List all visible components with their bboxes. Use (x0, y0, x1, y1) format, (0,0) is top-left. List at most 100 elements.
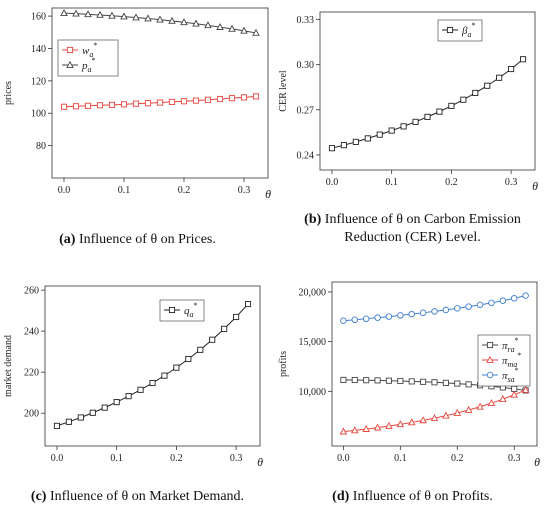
data-point (89, 409, 96, 416)
cer-panel: 0.0 0.1 0.2 0.3 0.24 0.27 0.30 0.33 θ CER level βa… (275, 0, 550, 260)
prices-panel: 0.0 0.1 0.2 0.3 80 100 120 140 160 θ prices wa* pa* … (0, 0, 275, 260)
series-sa (340, 292, 529, 325)
data-point (113, 399, 120, 406)
x-tick-label: 0.0 (58, 185, 71, 196)
legend-label: πra* (502, 336, 519, 354)
y-tick-label: 260 (24, 286, 39, 297)
series-line (343, 389, 526, 433)
data-point (397, 312, 404, 319)
data-point (216, 22, 224, 30)
data-point (197, 346, 204, 353)
legend-box (159, 299, 205, 322)
series-line (56, 303, 249, 427)
data-point (520, 56, 527, 63)
data-point (388, 127, 395, 134)
data-point (108, 101, 116, 108)
plot-frame (319, 11, 536, 171)
y-tick-label: 240 (24, 327, 39, 338)
data-point (340, 142, 347, 149)
data-point (66, 60, 74, 68)
x-axis-label: θ (265, 187, 271, 201)
x-tick-label: 0.1 (110, 453, 123, 464)
data-point (340, 376, 347, 383)
data-point (476, 301, 484, 309)
caption-tag: (c) (30, 489, 47, 504)
data-point (351, 426, 359, 434)
x-tick-label: 0.0 (51, 453, 64, 464)
data-point (144, 100, 152, 107)
data-point (240, 26, 248, 34)
data-point (120, 101, 128, 108)
y-tick-label: 160 (31, 12, 46, 23)
data-point (173, 364, 180, 371)
data-point (149, 379, 156, 387)
legend-label: πma* (502, 351, 521, 369)
data-point (385, 377, 392, 384)
data-point (101, 404, 108, 411)
data-point (204, 96, 212, 103)
data-point (60, 103, 68, 110)
x-tick-label: 0.1 (118, 185, 131, 196)
caption-text: Influence of θ on Market Demand. (49, 489, 245, 504)
x-axis-label: θ (257, 455, 263, 469)
data-point (245, 301, 252, 308)
data-point (84, 102, 92, 109)
data-point (376, 131, 383, 138)
y-tick-label: 200 (24, 409, 39, 420)
y-tick-label: 0.24 (297, 150, 315, 161)
caption-tag: (b) (304, 212, 322, 227)
data-point (125, 393, 132, 400)
data-point (180, 98, 188, 105)
data-point (510, 295, 518, 302)
data-point (431, 308, 438, 315)
data-point (156, 15, 164, 23)
caption-text: Influence of θ on Profits. (352, 489, 493, 504)
x-tick-label: 0.0 (326, 177, 339, 188)
data-point (420, 378, 427, 385)
caption-c: (c) Influence of θ on Market Demand. (0, 488, 275, 506)
data-point (328, 145, 335, 152)
y-tick-label: 120 (31, 76, 46, 87)
series-pa (60, 9, 260, 36)
data-point (424, 113, 431, 120)
demand-panel: 0.0 0.1 0.2 0.3 200 220 240 260 θ market demand qa… (0, 262, 275, 520)
legend-label: qa* (184, 301, 198, 319)
data-point (407, 418, 416, 426)
data-point (476, 402, 484, 410)
data-point (192, 97, 200, 104)
data-point (53, 422, 60, 429)
data-point (454, 305, 461, 312)
data-point (442, 379, 449, 386)
caption-text: Influence of θ on Carbon Emission Reduct… (324, 212, 521, 245)
data-point (96, 102, 104, 109)
x-tick-label: 0.2 (445, 177, 458, 188)
x-tick-label: 0.3 (230, 453, 243, 464)
data-point (60, 9, 68, 17)
data-point (488, 299, 495, 307)
data-point (460, 96, 467, 103)
data-point (364, 135, 371, 142)
data-point (108, 11, 116, 19)
y-tick-label: 15,000 (299, 337, 327, 348)
series-line (331, 58, 524, 149)
caption-d: (d) Influence of θ on Profits. (275, 488, 550, 506)
data-point (412, 118, 419, 125)
y-tick-label: 20,000 (299, 287, 327, 298)
data-point (442, 306, 450, 314)
demand-chart: 0.0 0.1 0.2 0.3 200 220 240 260 θ market demand qa… (3, 285, 263, 469)
y-axis-label: prices (3, 81, 14, 105)
data-point (408, 310, 415, 318)
y-tick-label: 0.30 (297, 60, 315, 71)
data-point (499, 395, 507, 403)
y-tick-label: 220 (24, 368, 39, 379)
data-point (385, 421, 393, 429)
data-point (522, 292, 529, 299)
plot-frame (44, 285, 261, 447)
x-tick-label: 0.3 (508, 453, 521, 464)
data-point (192, 19, 200, 27)
data-point (144, 14, 152, 22)
data-point (132, 13, 140, 21)
data-point (252, 93, 260, 100)
data-point (464, 405, 473, 413)
data-point (465, 381, 472, 388)
